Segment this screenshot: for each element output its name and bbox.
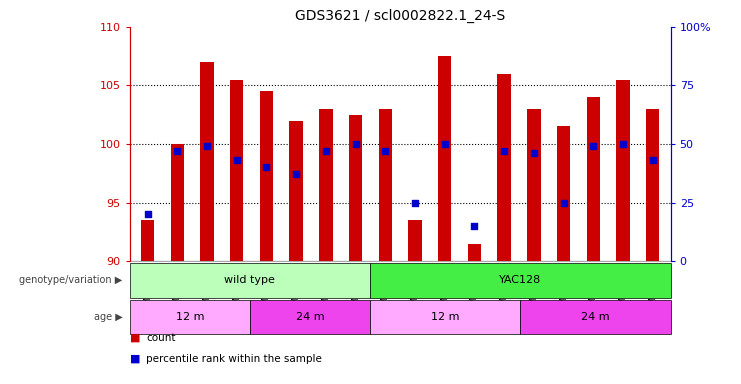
Bar (230, 79, 243, 261)
Point (558, 199, 570, 205)
Bar (130, 300, 250, 334)
Text: 24 m: 24 m (581, 312, 610, 322)
Bar (408, 220, 422, 261)
Bar (130, 263, 370, 298)
Point (171, 148, 183, 154)
Bar (370, 300, 520, 334)
Point (647, 157, 659, 164)
Text: age ▶: age ▶ (93, 312, 122, 322)
Point (617, 141, 629, 147)
Text: 12 m: 12 m (431, 312, 459, 322)
Text: YAC128: YAC128 (499, 275, 542, 285)
Point (290, 171, 302, 177)
Bar (290, 121, 303, 261)
Bar (379, 109, 392, 261)
Point (528, 150, 539, 156)
Bar (170, 144, 184, 261)
Point (498, 148, 510, 154)
Bar (141, 220, 154, 261)
Text: 12 m: 12 m (176, 312, 204, 322)
Text: ■: ■ (130, 354, 140, 364)
Text: genotype/variation ▶: genotype/variation ▶ (19, 275, 122, 285)
Text: 24 m: 24 m (296, 312, 325, 322)
Bar (497, 74, 511, 261)
Point (201, 143, 213, 149)
Bar (438, 56, 451, 261)
Title: GDS3621 / scl0002822.1_24-S: GDS3621 / scl0002822.1_24-S (295, 9, 505, 23)
Bar (527, 109, 541, 261)
Text: wild type: wild type (225, 275, 276, 285)
Point (230, 157, 242, 164)
Bar (319, 109, 333, 261)
Point (379, 148, 391, 154)
Bar (520, 300, 671, 334)
Point (142, 211, 153, 217)
Bar (250, 300, 370, 334)
Bar (200, 62, 213, 261)
Text: count: count (146, 333, 176, 343)
Point (261, 164, 273, 170)
Point (439, 141, 451, 147)
Bar (646, 109, 659, 261)
Point (468, 223, 480, 229)
Point (320, 148, 332, 154)
Bar (587, 97, 600, 261)
Point (409, 199, 421, 205)
Point (588, 143, 599, 149)
Bar (370, 263, 671, 298)
Bar (349, 115, 362, 261)
Text: ■: ■ (130, 333, 140, 343)
Bar (468, 243, 481, 261)
Text: percentile rank within the sample: percentile rank within the sample (146, 354, 322, 364)
Point (350, 141, 362, 147)
Bar (557, 126, 571, 261)
Bar (617, 79, 630, 261)
Bar (259, 91, 273, 261)
